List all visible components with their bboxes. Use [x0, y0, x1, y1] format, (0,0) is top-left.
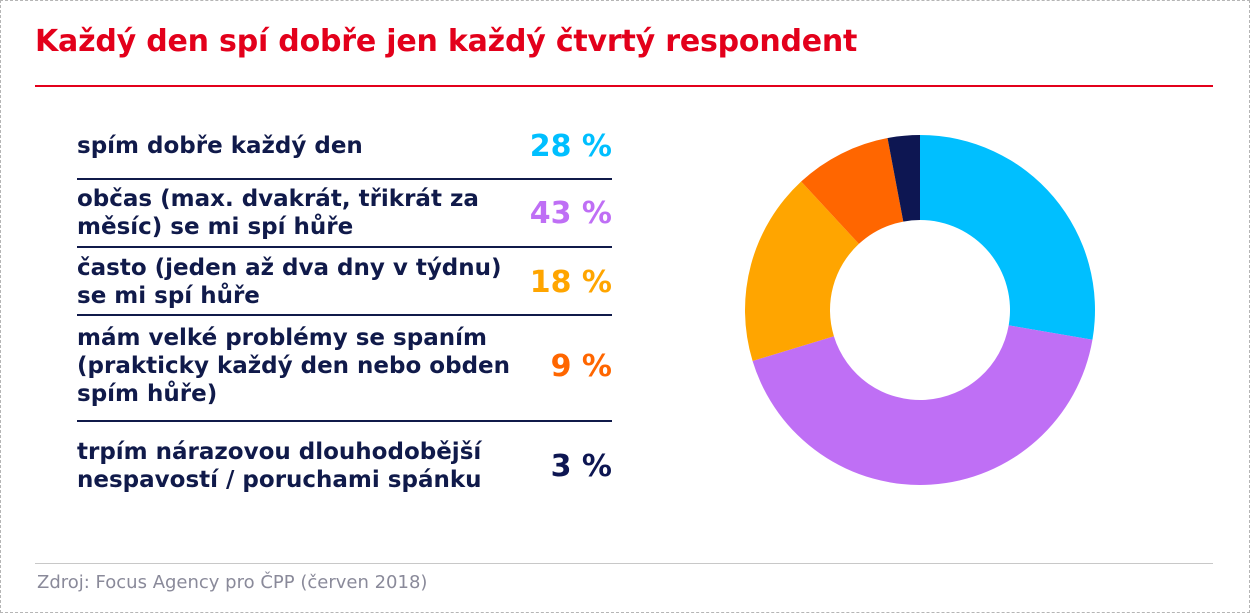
legend-divider	[77, 314, 612, 316]
legend-row-5: trpím nárazovou dlouhodobější nespavostí…	[77, 436, 612, 496]
donut-slice-2	[752, 325, 1093, 486]
legend-divider	[77, 420, 612, 422]
data-label: 9 %	[550, 348, 612, 384]
chart-title: Každý den spí dobře jen každý čtvrtý res…	[35, 24, 858, 59]
data-label: 28 %	[529, 128, 612, 164]
source-divider	[35, 563, 1213, 564]
legend-label: trpím nárazovou dlouhodobější nespavostí…	[77, 439, 482, 493]
data-label: 43 %	[529, 195, 612, 231]
donut-chart	[745, 135, 1095, 486]
donut-slice-4	[801, 138, 904, 244]
source-note: Zdroj: Focus Agency pro ČPP (červen 2018…	[37, 572, 428, 593]
title-divider	[35, 85, 1213, 87]
donut-slice-1	[920, 135, 1095, 340]
legend-row-3: často (jeden až dva dny v týdnu) se mi s…	[77, 254, 612, 310]
legend-label: mám velké problémy se spaním (prakticky …	[77, 325, 511, 407]
legend-label: spím dobře každý den	[77, 133, 363, 159]
data-label: 3 %	[550, 448, 612, 484]
legend-row-4: mám velké problémy se spaním (prakticky …	[77, 322, 612, 410]
legend-row-1: spím dobře každý den 28 %	[77, 120, 612, 172]
legend-label: občas (max. dvakrát, třikrát za měsíc) s…	[77, 186, 479, 240]
donut-slice-3	[745, 181, 859, 361]
legend-divider	[77, 246, 612, 248]
legend-label: často (jeden až dva dny v týdnu) se mi s…	[77, 255, 502, 309]
legend-row-2: občas (max. dvakrát, třikrát za měsíc) s…	[77, 184, 612, 242]
legend-divider	[77, 178, 612, 180]
data-label: 18 %	[529, 264, 612, 300]
donut-slice-5	[887, 135, 920, 222]
